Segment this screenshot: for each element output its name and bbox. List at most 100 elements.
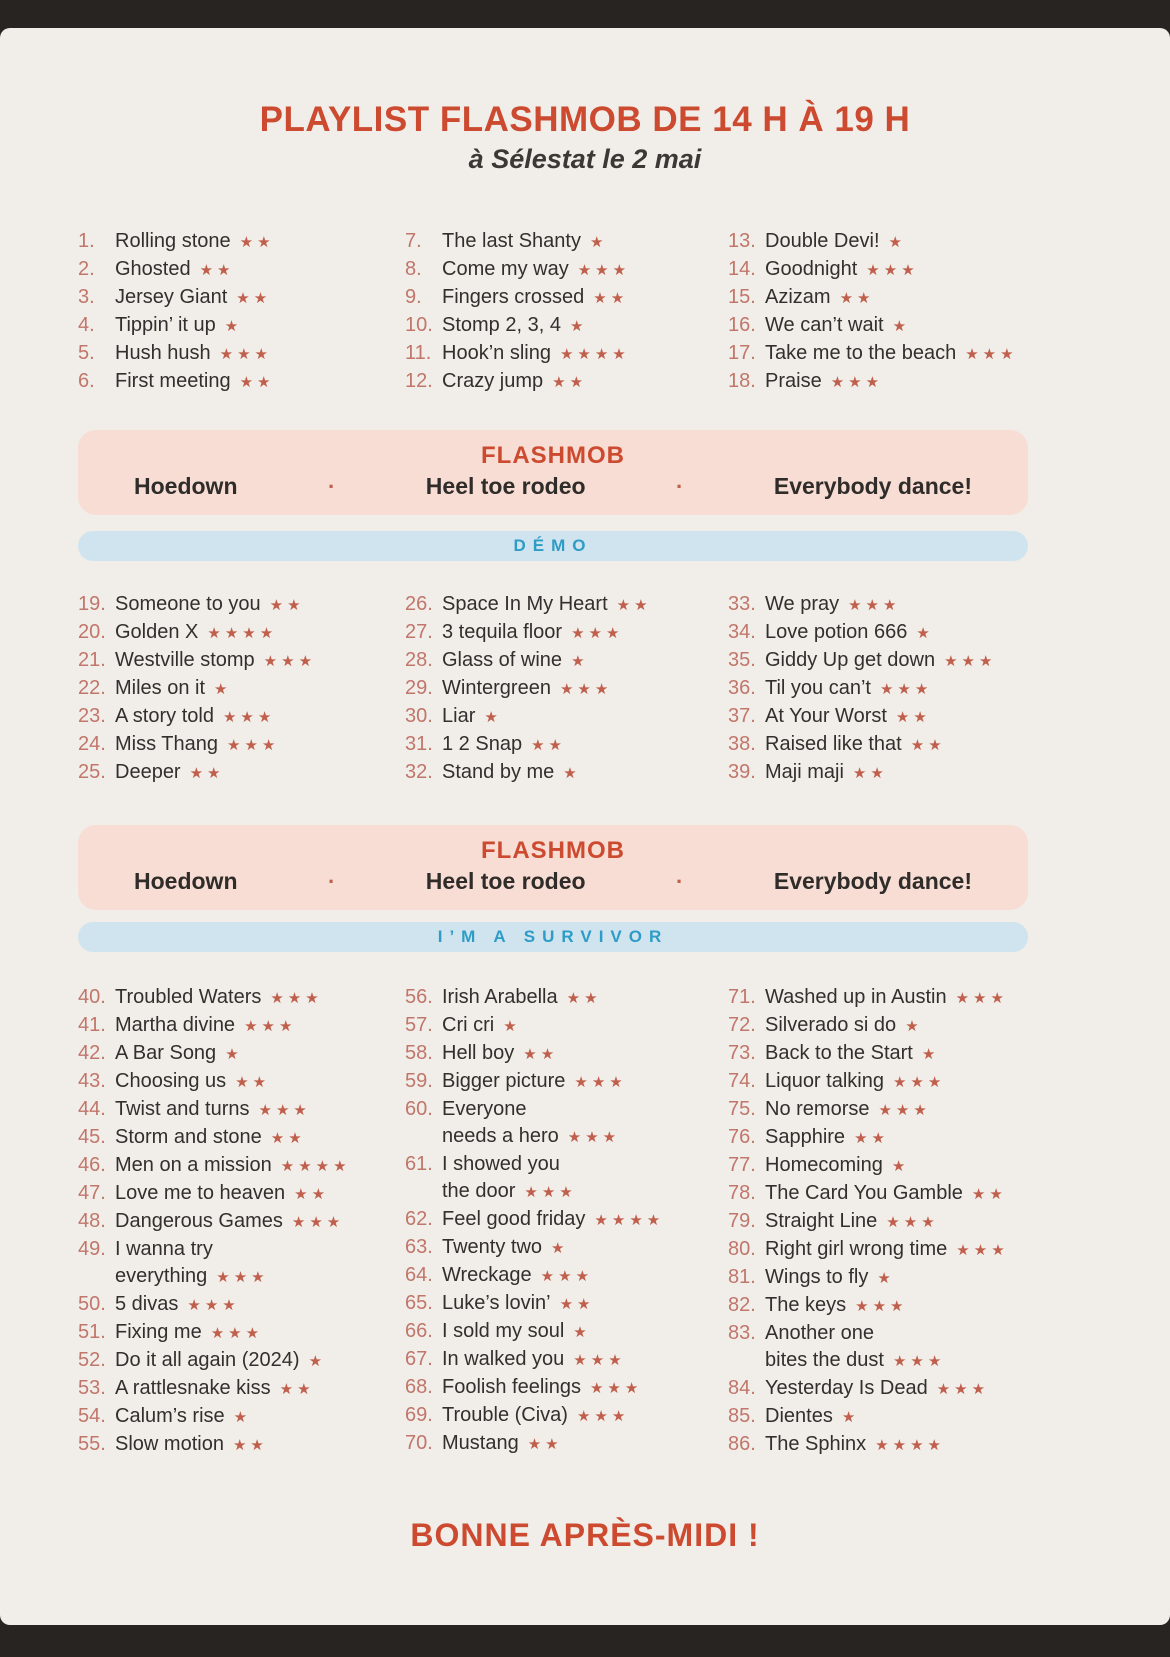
song-title: I sold my soul ★ — [442, 1320, 591, 1342]
dot-separator-icon: · — [676, 868, 684, 894]
song-number: 60. — [405, 1098, 433, 1120]
rating-stars: ★ — [551, 1240, 569, 1257]
song-item: 82. The keys ★★★ — [728, 1292, 1130, 1320]
song-number: 7. — [405, 230, 422, 252]
song-column: 26. Space In My Heart ★★ 27. 3 tequila floor… — [405, 591, 728, 787]
song-column: 40. Troubled Waters ★★★ 41. Martha divine ★★★… — [78, 984, 405, 1459]
song-number: 68. — [405, 1376, 433, 1398]
rating-stars: ★ — [224, 318, 243, 335]
song-title: Men on a mission ★★★★ — [115, 1154, 351, 1176]
song-number: 44. — [78, 1098, 106, 1120]
song-number: 11. — [405, 342, 432, 364]
song-item: 63. Twenty two ★ — [405, 1234, 728, 1262]
song-item: 7. The last Shanty ★ — [405, 228, 728, 256]
song-item: 16. We can’t wait ★ — [728, 312, 1130, 340]
song-number: 75. — [728, 1098, 756, 1120]
song-item: 6. First meeting ★★ — [78, 368, 405, 396]
song-item: 30. Liar ★ — [405, 703, 728, 731]
dot-separator-icon: · — [327, 868, 336, 894]
song-number: 16. — [728, 314, 756, 336]
song-title: Azizam ★★ — [765, 286, 875, 308]
flashmob-banner-title: FLASHMOB — [481, 837, 625, 864]
song-item: 73. Back to the Start ★ — [728, 1040, 1130, 1068]
song-title: Twist and turns ★★★ — [115, 1098, 311, 1120]
rating-stars: ★ — [891, 1158, 910, 1175]
rating-stars: ★ — [503, 1018, 521, 1035]
song-item: 39. Maji maji ★★ — [728, 759, 1130, 787]
song-number: 85. — [728, 1405, 756, 1427]
song-item: 49. I wanna try everything ★★★ — [78, 1236, 405, 1291]
song-number: 79. — [728, 1210, 756, 1232]
song-item: 83. Another one bites the dust ★★★ — [728, 1320, 1130, 1375]
song-item: 15. Azizam ★★ — [728, 284, 1130, 312]
song-item: 48. Dangerous Games ★★★ — [78, 1208, 405, 1236]
song-number: 5. — [78, 342, 95, 364]
song-item: 42. A Bar Song ★ — [78, 1040, 405, 1068]
song-item: 35. Giddy Up get down ★★★ — [728, 647, 1130, 675]
song-item: 32. Stand by me ★ — [405, 759, 728, 787]
rating-stars: ★ — [888, 234, 906, 251]
song-title: Stand by me ★ — [442, 761, 581, 783]
song-title: We can’t wait ★ — [765, 314, 911, 336]
song-title: Jersey Giant ★★ — [115, 286, 272, 308]
rating-stars: ★★★★ — [207, 625, 278, 642]
rating-stars: ★ — [484, 709, 502, 726]
song-item: 62. Feel good friday ★★★★ — [405, 1206, 728, 1234]
song-title: Westville stomp ★★★ — [115, 649, 317, 671]
rating-stars: ★ — [892, 318, 911, 335]
rating-stars: ★★ — [559, 1296, 595, 1313]
flashmob-dance-list: Hoedown · Heel toe rodeo · Everybody dan… — [78, 866, 1028, 895]
song-number: 72. — [728, 1014, 756, 1036]
song-item: 29. Wintergreen ★★★ — [405, 675, 728, 703]
song-item: 74. Liquor talking ★★★ — [728, 1068, 1130, 1096]
rating-stars: ★ — [841, 1409, 860, 1426]
song-title: Mustang ★★ — [442, 1432, 563, 1454]
song-item: 11. Hook’n sling ★★★★ — [405, 340, 728, 368]
song-item: 26. Space In My Heart ★★ — [405, 591, 728, 619]
rating-stars: ★★ — [971, 1186, 1007, 1203]
rating-stars: ★★★ — [571, 625, 624, 642]
song-number: 59. — [405, 1070, 433, 1092]
song-number: 26. — [405, 593, 433, 615]
song-number: 86. — [728, 1433, 756, 1455]
rating-stars: ★★★ — [878, 1102, 931, 1119]
rating-stars: ★★ — [269, 597, 305, 614]
song-item: 77. Homecoming ★ — [728, 1152, 1130, 1180]
page-subtitle: à Sélestat le 2 mai — [468, 144, 702, 174]
song-number: 21. — [78, 649, 106, 671]
song-column: 13. Double Devi! ★ 14. Goodnight ★★★ 15. Azizam… — [728, 228, 1130, 396]
song-item: 52. Do it all again (2024) ★ — [78, 1347, 405, 1375]
rating-stars: ★★★ — [892, 1353, 946, 1370]
song-number: 78. — [728, 1182, 756, 1204]
song-item: 33. We pray ★★★ — [728, 591, 1130, 619]
flashmob-banner-1: FLASHMOB Hoedown · Heel toe rodeo · Ever… — [78, 430, 1028, 515]
song-title: I wanna try everything ★★★ — [115, 1238, 269, 1287]
song-number: 10. — [405, 314, 433, 336]
song-number: 67. — [405, 1348, 433, 1370]
rating-stars: ★ — [308, 1353, 327, 1370]
song-number: 53. — [78, 1377, 106, 1399]
song-title: Feel good friday ★★★★ — [442, 1208, 665, 1230]
song-item: 60. Everyone needs a hero ★★★ — [405, 1096, 728, 1151]
rating-stars: ★★★ — [559, 681, 613, 698]
song-title: Calum’s rise ★ — [115, 1405, 252, 1427]
song-number: 66. — [405, 1320, 433, 1342]
song-title: Right girl wrong time ★★★ — [765, 1238, 1009, 1260]
song-item: 76. Sapphire ★★ — [728, 1124, 1130, 1152]
song-number: 18. — [728, 370, 756, 392]
song-item: 8. Come my way ★★★ — [405, 256, 728, 284]
rating-stars: ★★★ — [574, 1074, 627, 1091]
song-title: Deeper ★★ — [115, 761, 225, 783]
flashmob-banner-title: FLASHMOB — [481, 442, 625, 469]
song-number: 38. — [728, 733, 756, 755]
rating-stars: ★★★★ — [559, 346, 630, 363]
song-title: No remorse ★★★ — [765, 1098, 931, 1120]
song-number: 69. — [405, 1404, 433, 1426]
song-title: The keys ★★★ — [765, 1294, 908, 1316]
song-title: Miles on it ★ — [115, 677, 232, 699]
song-item: 67. In walked you ★★★ — [405, 1346, 728, 1374]
song-item: 50. 5 divas ★★★ — [78, 1291, 405, 1319]
song-number: 4. — [78, 314, 95, 336]
rating-stars: ★★★ — [291, 1214, 345, 1231]
song-number: 39. — [728, 761, 756, 783]
